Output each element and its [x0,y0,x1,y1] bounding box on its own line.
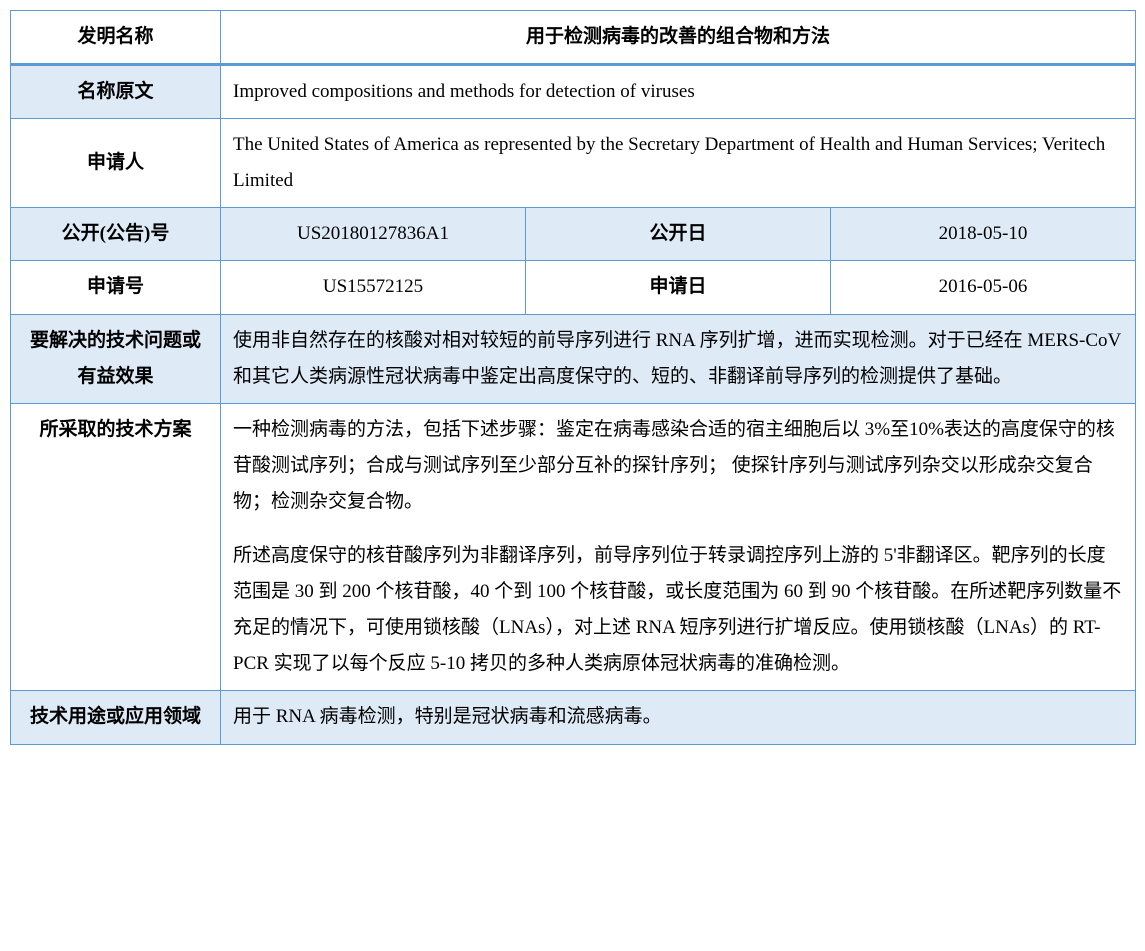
invention-name-label: 发明名称 [11,11,221,65]
row-original-name: 名称原文 Improved compositions and methods f… [11,65,1136,119]
invention-name-value: 用于检测病毒的改善的组合物和方法 [221,11,1136,65]
row-applicant: 申请人 The United States of America as repr… [11,119,1136,208]
app-no-value: US15572125 [221,261,526,314]
solution-para-2: 所述高度保守的核苷酸序列为非翻译序列，前导序列位于转录调控序列上游的 5'非翻译… [233,538,1123,682]
row-problem: 要解决的技术问题或有益效果 使用非自然存在的核酸对相对较短的前导序列进行 RNA… [11,314,1136,403]
row-application: 申请号 US15572125 申请日 2016-05-06 [11,261,1136,314]
app-date-label: 申请日 [526,261,831,314]
patent-info-table: 发明名称 用于检测病毒的改善的组合物和方法 名称原文 Improved comp… [10,10,1136,745]
pub-no-label: 公开(公告)号 [11,208,221,261]
problem-label: 要解决的技术问题或有益效果 [11,314,221,403]
solution-para-1: 一种检测病毒的方法，包括下述步骤：鉴定在病毒感染合适的宿主细胞后以 3%至10%… [233,412,1123,520]
applicant-value: The United States of America as represen… [221,119,1136,208]
row-solution: 所采取的技术方案 一种检测病毒的方法，包括下述步骤：鉴定在病毒感染合适的宿主细胞… [11,403,1136,691]
app-no-label: 申请号 [11,261,221,314]
row-publication: 公开(公告)号 US20180127836A1 公开日 2018-05-10 [11,208,1136,261]
usage-value: 用于 RNA 病毒检测，特别是冠状病毒和流感病毒。 [221,691,1136,744]
solution-label: 所采取的技术方案 [11,403,221,691]
usage-label: 技术用途或应用领域 [11,691,221,744]
pub-date-label: 公开日 [526,208,831,261]
pub-date-value: 2018-05-10 [831,208,1136,261]
row-usage: 技术用途或应用领域 用于 RNA 病毒检测，特别是冠状病毒和流感病毒。 [11,691,1136,744]
original-name-value: Improved compositions and methods for de… [221,65,1136,119]
applicant-label: 申请人 [11,119,221,208]
problem-value: 使用非自然存在的核酸对相对较短的前导序列进行 RNA 序列扩增，进而实现检测。对… [221,314,1136,403]
pub-no-value: US20180127836A1 [221,208,526,261]
row-invention-name: 发明名称 用于检测病毒的改善的组合物和方法 [11,11,1136,65]
app-date-value: 2016-05-06 [831,261,1136,314]
solution-value: 一种检测病毒的方法，包括下述步骤：鉴定在病毒感染合适的宿主细胞后以 3%至10%… [221,403,1136,691]
original-name-label: 名称原文 [11,65,221,119]
